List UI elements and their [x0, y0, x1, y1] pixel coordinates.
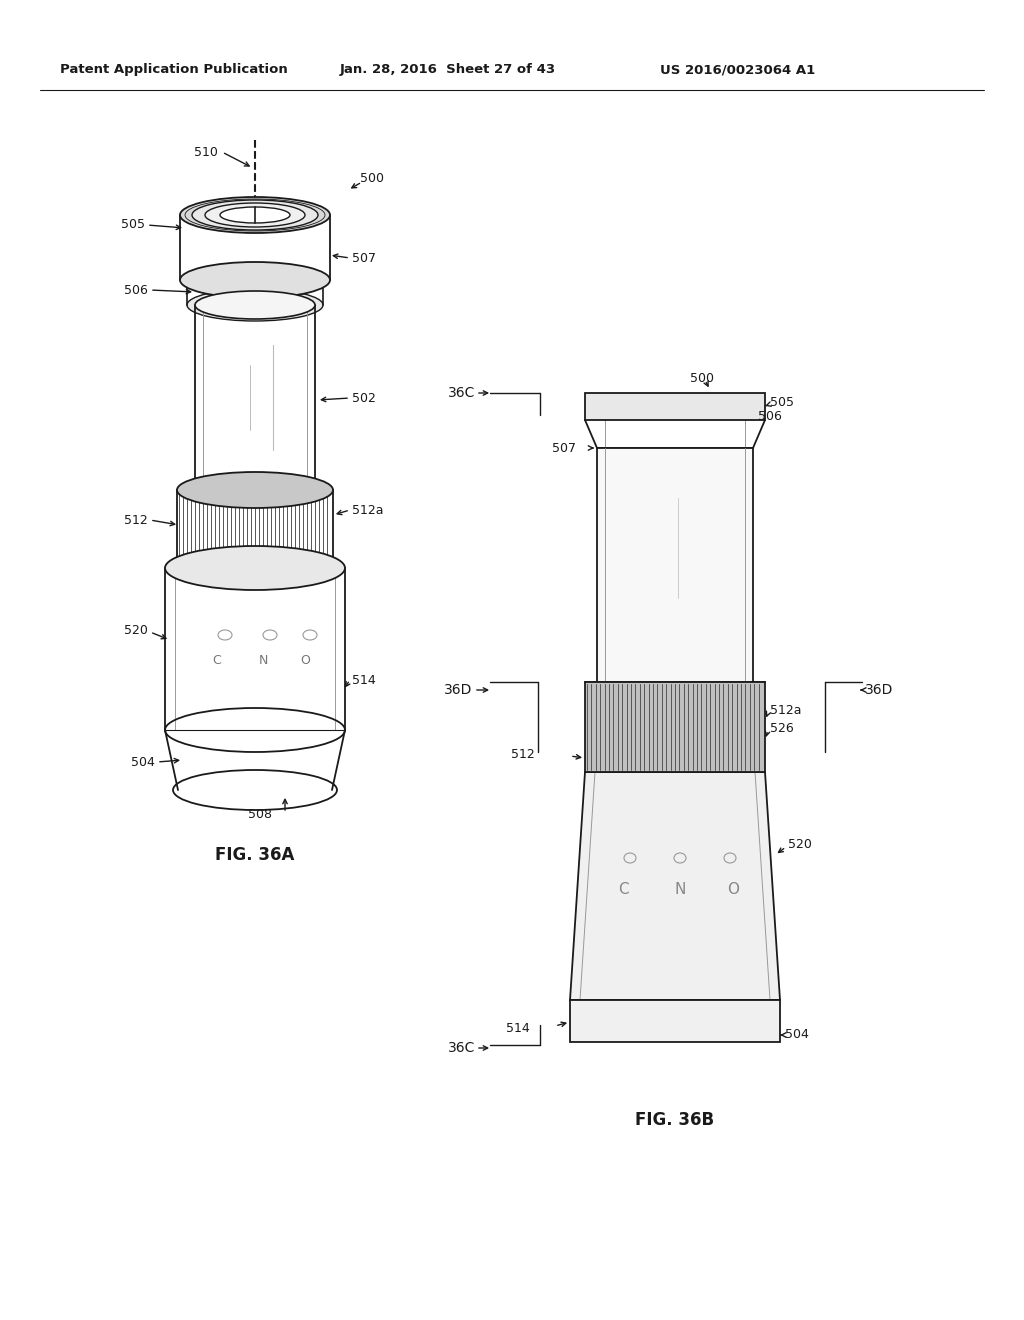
- Text: 520: 520: [788, 838, 812, 851]
- Ellipse shape: [205, 203, 305, 227]
- Text: 504: 504: [131, 755, 155, 768]
- Bar: [585, 393, 765, 420]
- Text: Jan. 28, 2016  Sheet 27 of 43: Jan. 28, 2016 Sheet 27 of 43: [340, 63, 556, 77]
- Polygon shape: [570, 772, 780, 1001]
- Text: 514: 514: [506, 1022, 530, 1035]
- Text: 512: 512: [511, 748, 535, 762]
- Text: 510: 510: [195, 145, 218, 158]
- Text: 505: 505: [121, 219, 145, 231]
- Text: 512a: 512a: [770, 704, 802, 717]
- Bar: [597, 447, 753, 682]
- Text: 512: 512: [124, 513, 148, 527]
- Ellipse shape: [180, 261, 330, 298]
- Text: Patent Application Publication: Patent Application Publication: [60, 63, 288, 77]
- Text: 504: 504: [785, 1028, 809, 1041]
- Text: FIG. 36B: FIG. 36B: [636, 1111, 715, 1129]
- Text: C: C: [213, 653, 221, 667]
- Text: 500: 500: [690, 371, 714, 384]
- Text: 505: 505: [770, 396, 794, 409]
- Bar: [570, 1001, 780, 1041]
- Ellipse shape: [220, 207, 290, 223]
- Text: 500: 500: [360, 172, 384, 185]
- Ellipse shape: [187, 289, 323, 321]
- Text: C: C: [617, 883, 629, 898]
- Text: 520: 520: [124, 623, 148, 636]
- Text: 514: 514: [352, 673, 376, 686]
- Text: N: N: [675, 883, 686, 898]
- Text: 507: 507: [352, 252, 376, 264]
- Text: 508: 508: [248, 808, 272, 821]
- Text: N: N: [258, 653, 267, 667]
- Ellipse shape: [193, 201, 318, 230]
- Ellipse shape: [195, 290, 315, 319]
- Text: US 2016/0023064 A1: US 2016/0023064 A1: [660, 63, 815, 77]
- Ellipse shape: [165, 546, 345, 590]
- Text: 36C: 36C: [447, 385, 475, 400]
- Text: FIG. 36A: FIG. 36A: [215, 846, 295, 865]
- Text: 36D: 36D: [865, 682, 893, 697]
- Text: 506: 506: [124, 284, 148, 297]
- Text: O: O: [300, 653, 310, 667]
- Ellipse shape: [180, 197, 330, 234]
- Text: 507: 507: [552, 441, 575, 454]
- Text: 512a: 512a: [352, 503, 384, 516]
- Text: 36D: 36D: [443, 682, 472, 697]
- Text: 526: 526: [770, 722, 794, 734]
- Text: 36C: 36C: [447, 1041, 475, 1055]
- Text: O: O: [727, 883, 739, 898]
- Text: 506: 506: [758, 411, 782, 424]
- Bar: [585, 682, 765, 772]
- Text: 502: 502: [352, 392, 376, 404]
- Ellipse shape: [177, 473, 333, 508]
